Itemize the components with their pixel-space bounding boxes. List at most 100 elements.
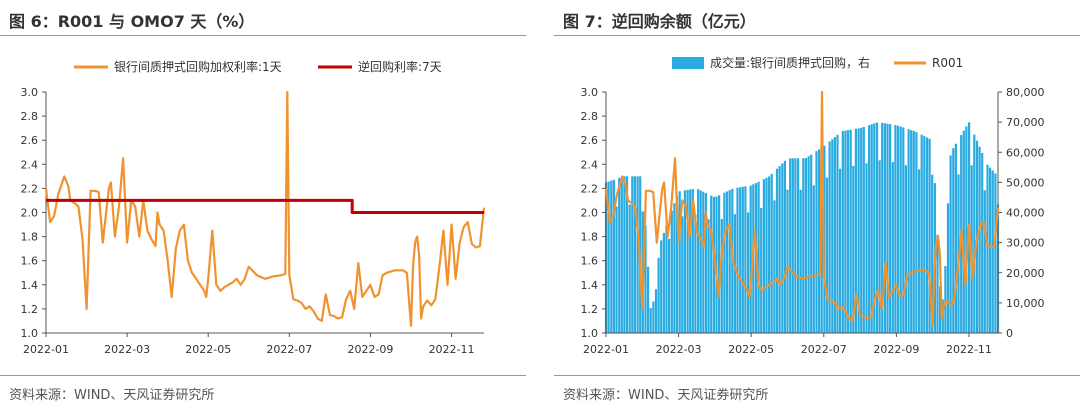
source-divider: [554, 375, 1080, 376]
volume-bar: [802, 158, 805, 333]
volume-bar: [794, 158, 797, 333]
legend-label-r001: R001: [932, 56, 963, 70]
volume-bar: [962, 130, 965, 333]
volume-bar: [839, 168, 842, 333]
y-tick-label: 2.6: [21, 134, 39, 147]
volume-bar: [686, 189, 689, 333]
volume-bar: [810, 154, 813, 333]
volume-bar: [836, 134, 839, 333]
volume-bar: [862, 126, 865, 334]
y-tick-label: 1.8: [21, 231, 39, 244]
volume-bar: [649, 307, 652, 333]
x-tick-label: 2022-09: [873, 343, 919, 356]
volume-bar: [807, 156, 810, 333]
legend-label-omo7: 逆回购利率:7天: [358, 59, 442, 74]
volume-bar: [683, 190, 686, 333]
volume-bar: [715, 196, 718, 333]
volume-bar: [946, 203, 950, 333]
volume-bar: [931, 174, 934, 333]
volume-bar: [973, 134, 976, 333]
volume-bar: [939, 286, 942, 333]
volume-bar: [873, 123, 876, 334]
y-tick-label-right: 70,000: [1006, 116, 1045, 129]
volume-bar: [878, 160, 881, 333]
volume-bar: [868, 125, 871, 333]
y-tick-label-left: 1.0: [581, 327, 599, 340]
volume-bar: [770, 173, 773, 333]
volume-bar: [660, 240, 663, 333]
volume-bar: [741, 186, 744, 333]
volume-bar: [707, 219, 710, 333]
volume-bar: [978, 146, 981, 333]
volume-bar: [797, 158, 800, 333]
volume-bar: [652, 301, 655, 333]
x-tick-label: 2022-09: [347, 343, 393, 356]
volume-bar: [733, 214, 736, 333]
volume-bar: [697, 189, 700, 333]
y-tick-label: 2.4: [21, 158, 39, 171]
volume-bar: [831, 139, 834, 333]
volume-bar: [896, 125, 900, 333]
volume-bar: [757, 181, 760, 333]
chart-title: 图 7：逆回购余额（亿元）: [563, 12, 756, 31]
volume-bar: [925, 137, 929, 333]
volume-bar: [952, 148, 955, 333]
series-line-r001: [604, 90, 1000, 327]
volume-bar: [704, 193, 708, 333]
volume-bar: [949, 155, 952, 333]
volume-bar: [710, 195, 713, 333]
chart-title: 图 6：R001 与 OMO7 天（%）: [9, 12, 255, 31]
volume-bar: [668, 238, 671, 333]
chart-source: 资料来源：WIND、天风证券研究所: [9, 388, 215, 403]
y-tick-label-left: 2.8: [581, 110, 599, 123]
chart-panel-reverse-repo: 图 7：逆回购余额（亿元） 1.0 1.2 1.4 1.6 1.8 2.0 2.2 2.4 2.…: [554, 0, 1080, 409]
x-tick-label: 2022-07: [266, 343, 312, 356]
volume-bar: [965, 126, 968, 333]
volume-bar: [736, 187, 739, 333]
volume-bar: [820, 147, 823, 333]
y-tick-label: 1.0: [21, 327, 39, 340]
volume-bar: [899, 126, 902, 333]
volume-bar: [744, 186, 747, 333]
volume-bar: [620, 177, 623, 333]
volume-bar: [681, 216, 684, 333]
volume-bar: [994, 173, 997, 333]
volume-bar: [846, 130, 850, 333]
volume-bar: [657, 257, 660, 333]
volume-bar: [647, 266, 650, 333]
series-line-r001: [44, 90, 486, 327]
volume-bar: [875, 122, 879, 333]
volume-bar: [936, 234, 939, 333]
volume-bar: [891, 162, 894, 333]
volume-bar: [675, 195, 679, 333]
y-tick-label-right: 10,000: [1006, 297, 1045, 310]
volume-bar: [989, 167, 992, 333]
volume-bar: [636, 176, 639, 333]
volume-bar: [739, 187, 742, 333]
volume-bar: [983, 190, 986, 333]
volume-bar: [610, 180, 613, 333]
y-tick-label-left: 2.4: [581, 158, 599, 171]
volume-bar: [789, 158, 792, 333]
volume-bar: [762, 179, 765, 333]
series-line-omo7: [46, 198, 484, 214]
volume-bar: [944, 266, 947, 333]
volume-bar: [625, 176, 629, 333]
volume-bar: [799, 189, 802, 333]
volume-bar: [725, 191, 729, 333]
x-tick-label: 2022-03: [656, 343, 702, 356]
volume-bar: [644, 225, 647, 333]
volume-bar: [986, 164, 989, 333]
volume-bar: [775, 168, 779, 333]
volume-bar: [870, 124, 873, 333]
volume-bar: [904, 165, 907, 333]
volume-bar: [768, 176, 771, 333]
y-tick-label: 1.2: [21, 303, 39, 316]
volume-bar: [812, 185, 815, 333]
volume-bar: [712, 196, 715, 333]
volume-bar: [699, 190, 702, 333]
chart-source: 资料来源：WIND、天风证券研究所: [563, 388, 769, 403]
volume-bar: [889, 124, 892, 333]
y-tick-label-left: 2.2: [581, 182, 599, 195]
volume-bar: [723, 192, 726, 333]
